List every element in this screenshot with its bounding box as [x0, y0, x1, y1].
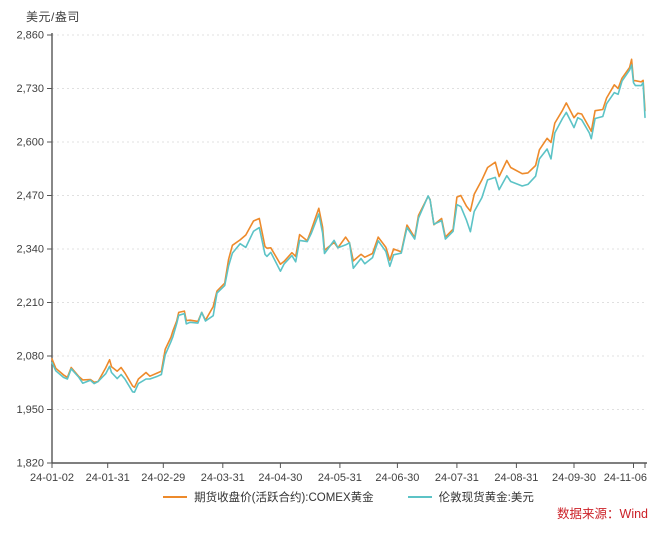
legend-swatch-teal-line — [407, 496, 432, 498]
legend-swatch-orange-line — [163, 496, 188, 498]
y-tick-label: 2,470 — [16, 190, 44, 202]
y-tick-label: 2,730 — [16, 83, 44, 95]
y-tick-label: 2,340 — [16, 244, 44, 256]
x-tick-label: 24-07-31 — [435, 472, 479, 484]
y-tick-label: 2,600 — [16, 137, 44, 149]
x-tick-label: 24-11-06 — [604, 472, 647, 484]
data-source-note: 数据来源：Wind — [557, 507, 648, 521]
chart-legend: 期货收盘价(活跃合约):COMEX黄金 伦敦现货黄金:美元 — [52, 489, 645, 505]
series-line-1 — [51, 64, 646, 394]
y-tick-label: 1,950 — [16, 404, 44, 416]
y-tick-label: 2,860 — [16, 30, 44, 42]
x-tick-label: 24-01-31 — [86, 472, 130, 484]
y-axis-title: 美元/盎司 — [26, 10, 80, 24]
legend-label-comex-futures: 期货收盘价(活跃合约):COMEX黄金 — [194, 492, 374, 504]
x-tick-label: 24-02-29 — [141, 472, 185, 484]
x-tick-label: 24-01-02 — [30, 472, 74, 484]
series-line-0 — [51, 58, 646, 389]
x-tick-label: 24-05-31 — [318, 472, 362, 484]
y-tick-label: 2,210 — [16, 297, 44, 309]
legend-item-london-spot: 伦敦现货黄金:美元 — [407, 489, 534, 505]
y-tick-label: 2,080 — [16, 351, 44, 363]
x-tick-label: 24-06-30 — [375, 472, 419, 484]
x-tick-label: 24-09-30 — [552, 472, 596, 484]
x-tick-label: 24-03-31 — [201, 472, 245, 484]
legend-item-comex-futures: 期货收盘价(活跃合约):COMEX黄金 — [163, 489, 374, 505]
x-tick-label: 24-04-30 — [258, 472, 302, 484]
y-tick-label: 1,820 — [16, 458, 44, 470]
x-tick-label: 24-08-31 — [494, 472, 538, 484]
legend-label-london-spot: 伦敦现货黄金:美元 — [438, 492, 534, 504]
